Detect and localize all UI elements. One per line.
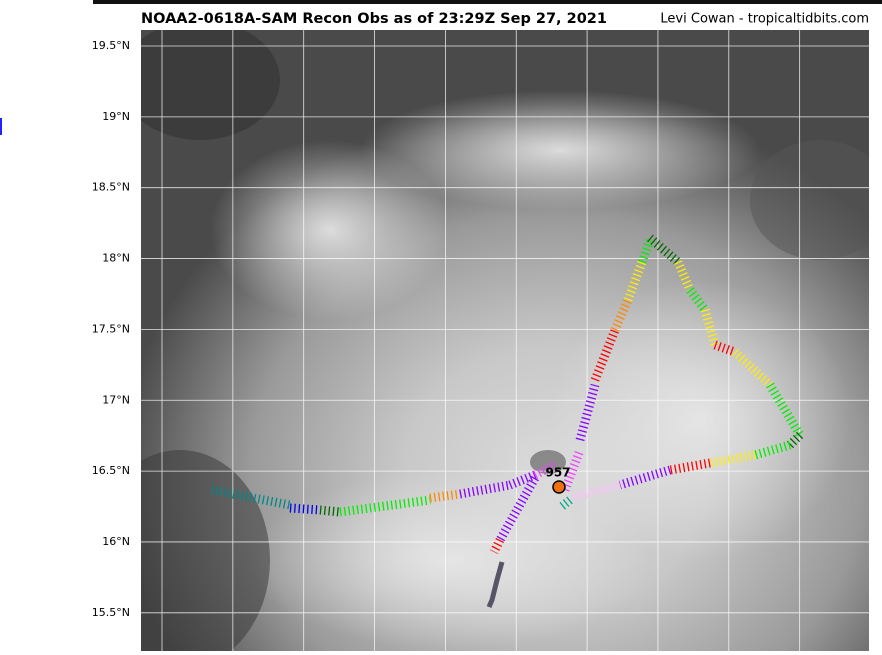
flight-track: [753, 440, 792, 460]
map-title: NOAA2-0618A-SAM Recon Obs as of 23:29Z S…: [141, 11, 607, 27]
flight-track: [575, 383, 600, 442]
flight-track: [610, 298, 633, 332]
flight-track: [560, 448, 585, 492]
flight-track: [496, 475, 539, 543]
lat-label: 15.5°N: [92, 606, 130, 619]
satellite-map: [141, 30, 869, 651]
flight-track: [429, 489, 461, 503]
flight-track: [590, 328, 620, 382]
lat-label: 17.5°N: [92, 322, 130, 335]
lat-label: 17°N: [102, 393, 130, 406]
flight-track: [289, 503, 321, 515]
flight-track: [647, 234, 681, 266]
flight-track: [713, 340, 737, 357]
map-credit: Levi Cowan - tropicaltidbits.com: [660, 12, 869, 27]
flight-track: [766, 382, 804, 438]
lat-label: 16°N: [102, 535, 130, 548]
flight-track: [568, 480, 622, 503]
lat-label: 16.5°N: [92, 464, 130, 477]
flight-track: [700, 308, 720, 347]
lat-label: 18°N: [102, 252, 130, 265]
center-pressure: 957: [545, 466, 570, 480]
flight-track: [618, 465, 672, 490]
flight-track: [211, 485, 291, 510]
top-bar: [93, 0, 882, 4]
center-marker: [552, 480, 566, 494]
lat-label: 19°N: [102, 110, 130, 123]
lat-label: 18.5°N: [92, 181, 130, 194]
lat-label: 19.5°N: [92, 39, 130, 52]
flight-track: [673, 260, 695, 292]
